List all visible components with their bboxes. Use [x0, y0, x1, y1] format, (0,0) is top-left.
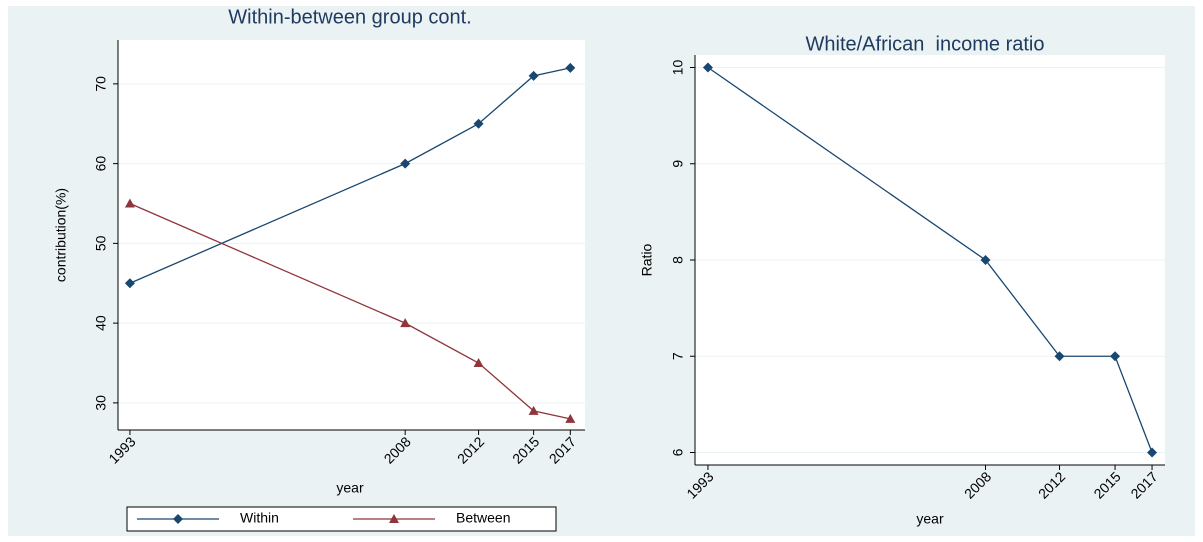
x-axis-label: year — [916, 511, 944, 527]
marker — [1147, 447, 1158, 458]
marker — [1110, 351, 1121, 362]
y-axis-label: contribution(%) — [53, 188, 69, 282]
chart-title: White/African income ratio — [806, 33, 1045, 55]
y-axis-label: Ratio — [639, 243, 655, 276]
marker — [173, 514, 183, 524]
marker — [1054, 351, 1065, 362]
marker — [473, 358, 484, 368]
marker — [400, 318, 411, 328]
y-tick-label: 6 — [670, 448, 686, 456]
y-tick-label: 7 — [670, 352, 686, 360]
y-tick-label: 8 — [670, 256, 686, 264]
y-tick-label: 70 — [93, 76, 109, 92]
marker — [124, 198, 135, 208]
marker — [400, 158, 411, 169]
y-tick-label: 40 — [93, 315, 109, 331]
x-axis-label: year — [336, 480, 364, 496]
marker — [473, 118, 484, 129]
y-tick-label: 9 — [670, 160, 686, 168]
marker — [702, 62, 713, 73]
marker — [528, 70, 539, 81]
y-tick-label: 10 — [670, 60, 686, 76]
legend-label: Within — [240, 510, 279, 526]
legend-label: Between — [456, 510, 510, 526]
y-tick-label: 50 — [93, 235, 109, 251]
marker — [980, 255, 991, 265]
y-tick-label: 60 — [93, 156, 109, 172]
marker — [389, 514, 399, 523]
marker — [565, 413, 576, 423]
chart-title: Within-between group cont. — [228, 6, 471, 28]
y-tick-label: 30 — [93, 395, 109, 411]
plot-area — [118, 40, 585, 430]
marker — [565, 62, 576, 73]
marker — [528, 405, 539, 415]
marker — [124, 278, 135, 289]
